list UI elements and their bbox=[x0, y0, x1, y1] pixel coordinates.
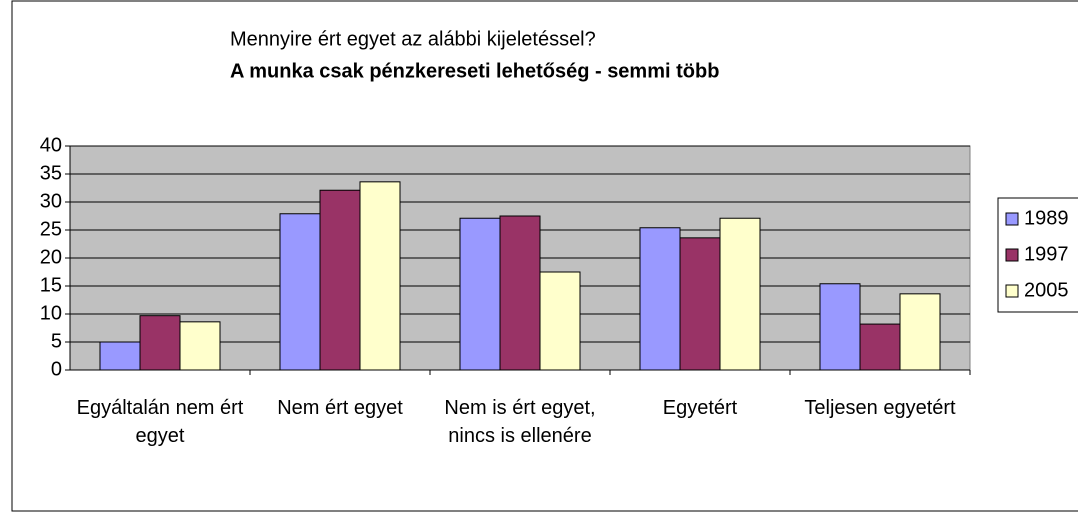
y-tick-label: 10 bbox=[40, 302, 62, 324]
chart-title: Mennyire ért egyet az alábbi kijeletésse… bbox=[230, 28, 596, 50]
y-tick-label: 30 bbox=[40, 190, 62, 212]
bar bbox=[319, 189, 361, 371]
bar bbox=[179, 321, 221, 371]
x-tick-label: Nem is ért egyet, nincs is ellenére bbox=[444, 397, 596, 447]
y-tick-label: 40 bbox=[40, 134, 62, 156]
y-tick-label: 15 bbox=[40, 274, 62, 296]
chart-subtitle: A munka csak pénzkereseti lehetőség - se… bbox=[230, 60, 719, 82]
bar bbox=[899, 293, 941, 371]
legend-swatch bbox=[1005, 212, 1019, 226]
bar bbox=[639, 227, 681, 371]
y-tick-label: 5 bbox=[51, 330, 62, 352]
y-tick-label: 25 bbox=[40, 218, 62, 240]
bar bbox=[359, 181, 401, 371]
bar bbox=[859, 323, 901, 371]
x-tick-label: Egyetért bbox=[662, 397, 738, 419]
bar bbox=[139, 315, 181, 371]
bar bbox=[279, 213, 321, 371]
bar bbox=[539, 271, 581, 371]
bar bbox=[99, 341, 141, 371]
legend-label: 1997 bbox=[1024, 243, 1069, 265]
bar bbox=[819, 283, 861, 371]
legend-label: 1989 bbox=[1024, 207, 1069, 229]
x-tick-label: Nem ért egyet bbox=[277, 397, 403, 419]
legend-swatch bbox=[1005, 284, 1019, 298]
y-tick-label: 20 bbox=[40, 246, 62, 268]
legend-label: 2005 bbox=[1024, 279, 1069, 301]
y-tick-label: 35 bbox=[40, 162, 62, 184]
bar bbox=[679, 237, 721, 371]
bar bbox=[499, 215, 541, 371]
bar bbox=[459, 217, 501, 371]
x-tick-label: Teljesen egyetért bbox=[804, 397, 956, 419]
bar bbox=[719, 217, 761, 371]
legend-swatch bbox=[1005, 248, 1019, 262]
x-tick-label: Egyáltalán nem ért egyet bbox=[76, 397, 244, 447]
y-tick-label: 0 bbox=[51, 358, 62, 380]
